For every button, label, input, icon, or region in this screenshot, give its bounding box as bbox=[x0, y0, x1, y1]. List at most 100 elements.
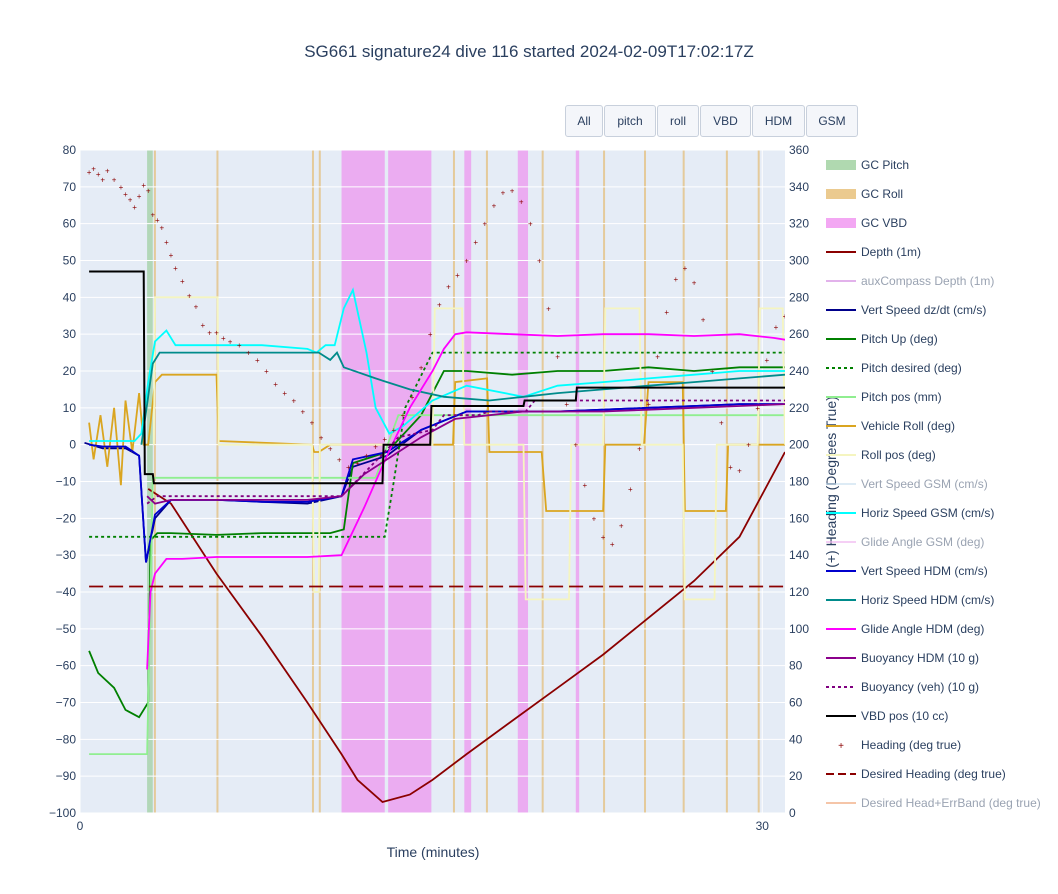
legend-label: Heading (deg true) bbox=[861, 738, 961, 752]
heading-point: + bbox=[169, 251, 174, 260]
legend-item[interactable]: VBD pos (10 cc) bbox=[826, 709, 948, 723]
heading-point: + bbox=[437, 301, 442, 310]
series-vbd-pos-10-cc bbox=[89, 270, 785, 485]
heading-point: + bbox=[719, 419, 724, 428]
heading-point: + bbox=[774, 323, 779, 332]
heading-point: + bbox=[392, 426, 397, 435]
left-tick-label: 50 bbox=[63, 254, 77, 268]
button-gsm[interactable]: GSM bbox=[806, 105, 858, 137]
series-group: + + + + + + + + + + + + + + + + + + + + + + + + + + + + + + + + + + + + + + + +… bbox=[84, 164, 785, 803]
heading-point: + bbox=[482, 220, 487, 229]
heading-point: + bbox=[301, 408, 306, 417]
heading-point: + bbox=[180, 277, 185, 286]
legend-label: Depth (1m) bbox=[861, 245, 921, 259]
right-tick-label: 20 bbox=[789, 769, 803, 783]
legend-item[interactable]: Buoyancy HDM (10 g) bbox=[826, 651, 979, 665]
legend-item[interactable]: Pitch desired (deg) bbox=[826, 361, 962, 375]
right-tick-label: 140 bbox=[789, 548, 809, 562]
left-tick-label: 0 bbox=[69, 438, 76, 452]
series-pitch-up-deg bbox=[88, 366, 785, 719]
x-tick-label: 30 bbox=[756, 819, 770, 833]
left-tick-label: −40 bbox=[56, 585, 77, 599]
legend-item[interactable]: auxCompass Depth (1m) bbox=[826, 274, 994, 288]
legend-label: Vert Speed HDM (cm/s) bbox=[861, 564, 988, 578]
legend-item[interactable]: Glide Angle HDM (deg) bbox=[826, 622, 984, 636]
heading-point: + bbox=[501, 188, 506, 197]
button-pitch[interactable]: pitch bbox=[604, 105, 656, 137]
legend-swatch bbox=[826, 160, 856, 170]
heading-point: + bbox=[355, 459, 360, 468]
left-tick-label: 40 bbox=[63, 290, 77, 304]
series-depth-1m bbox=[147, 451, 785, 803]
legend-item[interactable]: GC Roll bbox=[826, 187, 903, 201]
left-axis-ticks: 80 70 60 50 40 30 20 10 0 −10 −20 −30 −40 −50 −60 −70 −8… bbox=[49, 143, 76, 820]
heading-point: + bbox=[637, 444, 642, 453]
heading-point: + bbox=[282, 389, 287, 398]
heading-point: + bbox=[583, 481, 588, 490]
legend-label: Buoyancy HDM (10 g) bbox=[861, 651, 979, 665]
heading-point: + bbox=[446, 282, 451, 291]
button-hdm[interactable]: HDM bbox=[752, 105, 805, 137]
series-glide-angle-hdm-deg bbox=[146, 331, 785, 670]
legend-item[interactable]: Horiz Speed HDM (cm/s) bbox=[826, 593, 994, 607]
legend-item[interactable]: Vert Speed HDM (cm/s) bbox=[826, 564, 988, 578]
heading-point: + bbox=[207, 328, 212, 337]
button-roll[interactable]: roll bbox=[657, 105, 699, 137]
heading-point: + bbox=[419, 363, 424, 372]
legend-item[interactable]: + Heading (deg true) bbox=[838, 738, 961, 752]
series-pitch-pos-mm bbox=[89, 414, 785, 755]
heading-point: + bbox=[146, 187, 151, 196]
button-vbd[interactable]: VBD bbox=[700, 105, 751, 137]
heading-point: + bbox=[187, 291, 192, 300]
heading-point: + bbox=[194, 303, 199, 312]
legend-item[interactable]: Pitch Up (deg) bbox=[826, 332, 938, 346]
heading-point: + bbox=[455, 271, 460, 280]
heading-point: + bbox=[119, 183, 124, 192]
legend-item[interactable]: Desired Head+ErrBand (deg true) bbox=[826, 796, 1041, 810]
left-tick-label: 30 bbox=[63, 327, 77, 341]
legend-item[interactable]: Glide Angle GSM (deg) bbox=[826, 535, 984, 549]
series-buoyancy-veh-10-g bbox=[146, 399, 785, 505]
right-tick-label: 0 bbox=[789, 806, 796, 820]
right-tick-label: 160 bbox=[789, 511, 809, 525]
button-all[interactable]: All bbox=[565, 105, 603, 137]
heading-point: + bbox=[128, 196, 133, 205]
heading-point: + bbox=[137, 192, 142, 201]
right-tick-label: 260 bbox=[789, 327, 809, 341]
heading-point: + bbox=[273, 380, 278, 389]
legend-item[interactable]: Horiz Speed GSM (cm/s) bbox=[826, 506, 994, 520]
legend-item[interactable]: Vehicle Roll (deg) bbox=[826, 419, 955, 433]
heading-point: + bbox=[610, 540, 615, 549]
legend-item[interactable]: Desired Heading (deg true) bbox=[826, 767, 1006, 781]
heading-point: + bbox=[346, 463, 351, 472]
heading-point: + bbox=[173, 264, 178, 273]
left-tick-label: 60 bbox=[63, 217, 77, 231]
left-tick-label: −70 bbox=[56, 696, 77, 710]
heading-point: + bbox=[701, 315, 706, 324]
legend-item[interactable]: GC VBD bbox=[826, 216, 907, 230]
series-roll-pos-deg bbox=[153, 296, 785, 601]
heading-point: + bbox=[112, 175, 117, 184]
legend-item[interactable]: GC Pitch bbox=[826, 158, 909, 172]
heading-point: + bbox=[105, 166, 110, 175]
series-buoyancy-hdm-10-g bbox=[146, 403, 785, 505]
legend-item[interactable]: Pitch pos (mm) bbox=[826, 390, 942, 404]
legend-item[interactable]: Buoyancy (veh) (10 g) bbox=[826, 680, 979, 694]
legend-label: Buoyancy (veh) (10 g) bbox=[861, 680, 979, 694]
legend-item[interactable]: Vert Speed GSM (cm/s) bbox=[826, 477, 988, 491]
heading-point: + bbox=[364, 452, 369, 461]
heading-point: + bbox=[310, 419, 315, 428]
left-tick-label: 20 bbox=[63, 364, 77, 378]
heading-point: + bbox=[592, 514, 597, 523]
legend-label: Vert Speed dz/dt (cm/s) bbox=[861, 303, 986, 317]
heading-point: + bbox=[100, 175, 105, 184]
heading-point: + bbox=[646, 400, 651, 409]
heading-point: + bbox=[510, 187, 515, 196]
heading-point: + bbox=[91, 164, 96, 173]
legend-label: auxCompass Depth (1m) bbox=[861, 274, 994, 288]
heading-point: + bbox=[710, 367, 715, 376]
legend-item[interactable]: Depth (1m) bbox=[826, 245, 921, 259]
heading-point: + bbox=[601, 533, 606, 542]
legend-item[interactable]: Vert Speed dz/dt (cm/s) bbox=[826, 303, 986, 317]
legend-item[interactable]: Roll pos (deg) bbox=[826, 448, 936, 462]
